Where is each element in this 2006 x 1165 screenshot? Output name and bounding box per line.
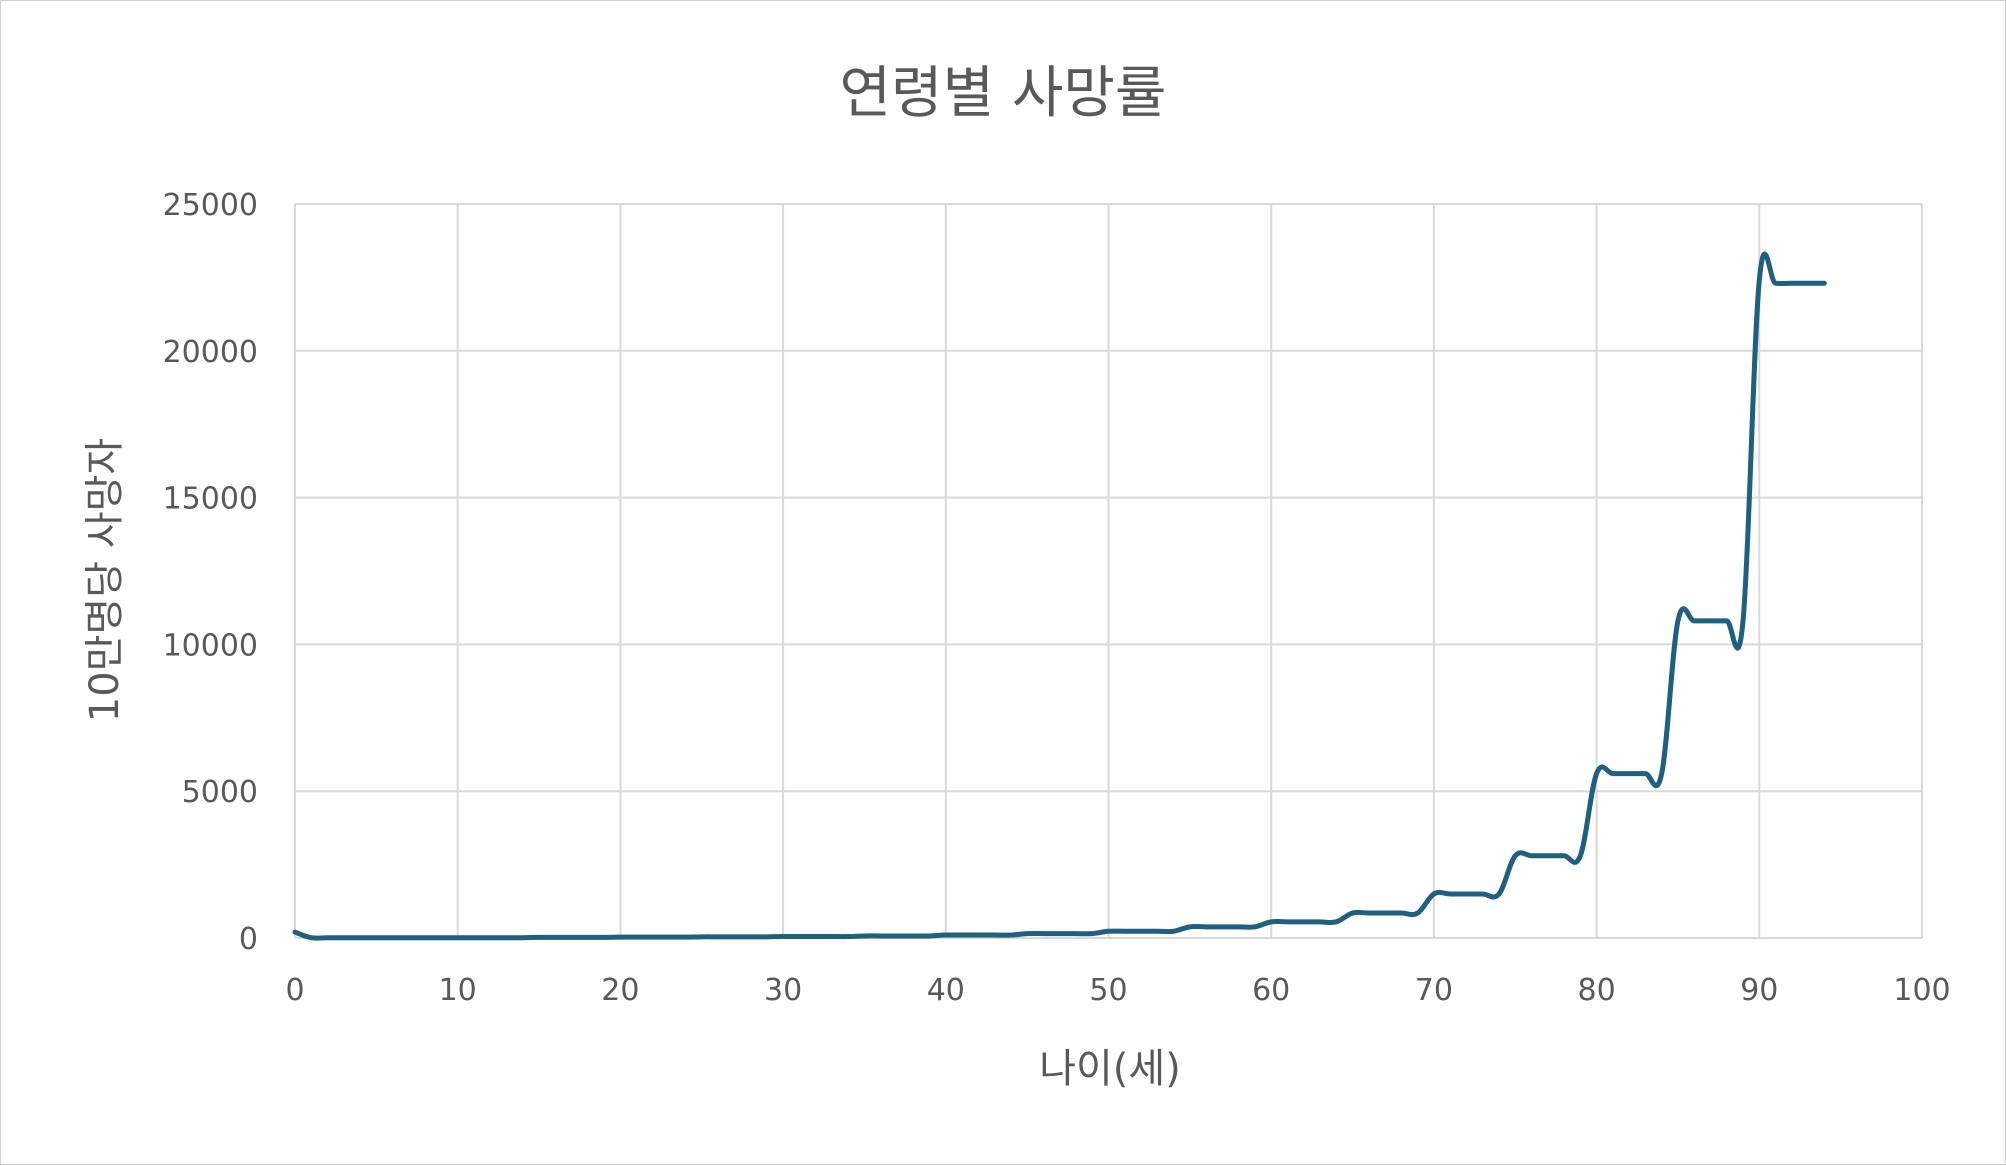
x-tick-label: 30 [764, 973, 802, 1008]
y-tick-label: 25000 [163, 188, 258, 223]
x-tick-label: 0 [285, 973, 304, 1008]
x-tick-label: 80 [1578, 973, 1616, 1008]
y-tick-label: 5000 [182, 775, 258, 810]
x-tick-label: 70 [1415, 973, 1453, 1008]
y-tick-label: 0 [239, 922, 258, 957]
x-tick-label: 20 [601, 973, 639, 1008]
chart-title: 연령별 사망률 [840, 61, 1167, 126]
x-tick-label: 60 [1252, 973, 1290, 1008]
gridlines [294, 203, 1923, 939]
y-tick-label: 15000 [163, 482, 258, 517]
y-axis-title: 10만명당 사망자 [82, 438, 128, 722]
x-axis-title: 나이(세) [1039, 1046, 1181, 1092]
series-line [292, 251, 1827, 941]
x-tick-label: 100 [1893, 973, 1950, 1008]
x-tick-label: 40 [927, 973, 965, 1008]
y-tick-label: 10000 [163, 628, 258, 663]
x-tick-label: 10 [439, 973, 477, 1008]
y-tick-label: 20000 [163, 335, 258, 370]
x-tick-label: 90 [1740, 973, 1778, 1008]
x-axis-tick-labels: 0 10 20 30 40 50 60 70 80 90 100 [285, 973, 1950, 1008]
data-series [292, 251, 1827, 941]
y-axis-tick-labels: 0 5000 10000 15000 20000 25000 [163, 188, 258, 957]
x-tick-label: 50 [1089, 973, 1127, 1008]
